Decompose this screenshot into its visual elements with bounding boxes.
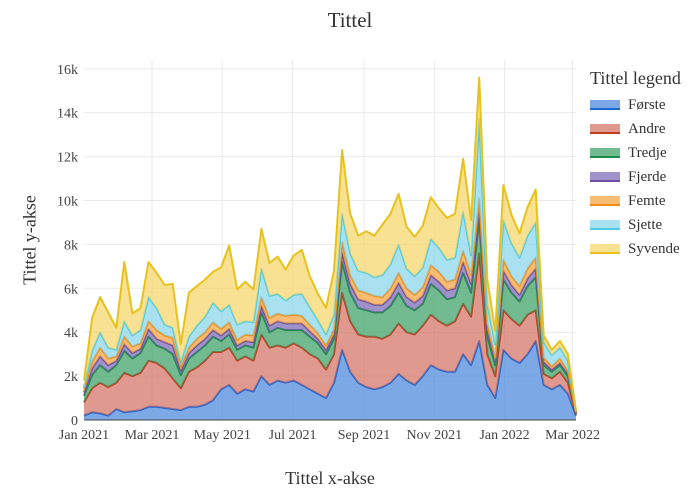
legend-item-1[interactable]: Første bbox=[590, 93, 681, 117]
y-tick-label: 8k bbox=[64, 238, 78, 253]
axis-ticks: 0 2k 4k 6k 8k 10k 12k 14k 16k Jan 2021 Mar 2021 May… bbox=[57, 63, 600, 443]
legend-item-5[interactable]: Femte bbox=[590, 189, 681, 213]
y-tick-label: 4k bbox=[64, 326, 78, 341]
y-tick-label: 10k bbox=[57, 194, 78, 209]
legend-label: Femte bbox=[628, 192, 666, 209]
y-tick-label: 2k bbox=[64, 370, 78, 385]
x-tick-label: Jul 2021 bbox=[269, 428, 317, 443]
legend-swatch bbox=[590, 124, 620, 134]
legend-item-7[interactable]: Syvende bbox=[590, 237, 681, 261]
legend-label: Første bbox=[628, 96, 666, 113]
x-axis-label: Tittel x-akse bbox=[285, 468, 375, 488]
y-tick-label: 0 bbox=[71, 414, 78, 429]
legend-item-6[interactable]: Sjette bbox=[590, 213, 681, 237]
area-series-1 bbox=[84, 341, 576, 420]
y-tick-label: 6k bbox=[64, 282, 78, 297]
legend-swatch bbox=[590, 148, 620, 158]
legend-swatch bbox=[590, 100, 620, 110]
y-tick-label: 14k bbox=[57, 107, 78, 122]
x-tick-label: Nov 2021 bbox=[406, 428, 462, 443]
area-series-2 bbox=[84, 253, 576, 416]
chart-title: Tittel bbox=[327, 8, 373, 32]
x-tick-label: Mar 2021 bbox=[125, 428, 180, 443]
line-series-7 bbox=[83, 76, 577, 411]
legend-swatch bbox=[590, 172, 620, 182]
legend-item-2[interactable]: Andre bbox=[590, 117, 681, 141]
area-series-layer bbox=[83, 76, 577, 420]
legend-label: Syvende bbox=[628, 240, 680, 257]
x-tick-label: Jan 2021 bbox=[59, 428, 109, 443]
legend-swatch bbox=[590, 220, 620, 230]
x-tick-label: Jan 2022 bbox=[479, 428, 529, 443]
legend-swatch bbox=[590, 244, 620, 254]
legend-label: Fjerde bbox=[628, 168, 667, 185]
x-tick-label: May 2021 bbox=[194, 428, 251, 443]
legend-label: Tredje bbox=[628, 144, 667, 161]
legend-label: Sjette bbox=[628, 216, 663, 233]
legend: Tittel legend Første Andre Tredje Fjerde Fem… bbox=[590, 68, 681, 261]
legend-label: Andre bbox=[628, 120, 666, 137]
legend-item-4[interactable]: Fjerde bbox=[590, 165, 681, 189]
x-tick-label: Mar 2022 bbox=[545, 428, 600, 443]
y-tick-label: 12k bbox=[57, 151, 78, 166]
legend-item-3[interactable]: Tredje bbox=[590, 141, 681, 165]
legend-swatch bbox=[590, 196, 620, 206]
y-axis-label: Tittel y-akse bbox=[19, 195, 40, 285]
x-tick-label: Sep 2021 bbox=[338, 428, 391, 443]
y-tick-label: 16k bbox=[57, 63, 78, 78]
legend-title: Tittel legend bbox=[590, 68, 681, 88]
